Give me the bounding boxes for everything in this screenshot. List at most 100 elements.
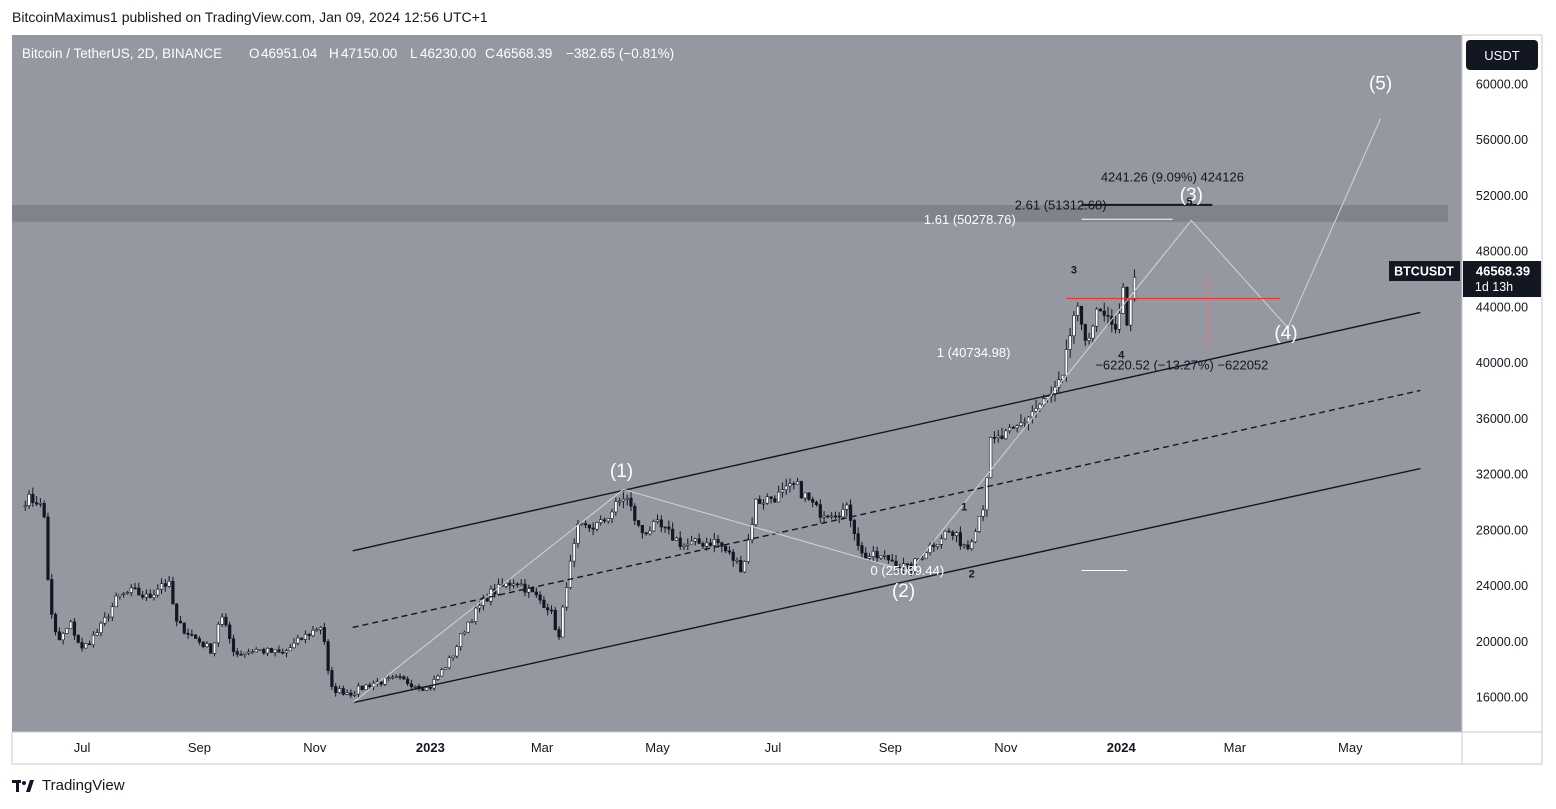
channel-lower-line xyxy=(352,467,1421,704)
candle-body xyxy=(330,670,334,687)
candle-body xyxy=(466,621,470,633)
wave-label: (5) xyxy=(1369,73,1392,94)
currency-label: USDT xyxy=(1484,48,1519,63)
candle-body xyxy=(349,692,353,696)
candle-body xyxy=(595,522,599,530)
candle-body xyxy=(860,545,864,554)
candle-body xyxy=(667,526,671,530)
candle-body xyxy=(546,607,550,611)
candle-body xyxy=(792,483,796,485)
tradingview-logo-glyph xyxy=(12,779,34,792)
fib-level-label: 1 (40734.98) xyxy=(937,345,1011,360)
candle-body xyxy=(818,504,822,518)
candle-body xyxy=(894,560,898,568)
candle-body xyxy=(746,539,750,562)
time-tick-labels: Jul Sep Nov 2023 Mar May Jul Sep Nov 2024 Mar May xyxy=(74,740,1363,755)
candle-body xyxy=(724,546,728,552)
candle-body xyxy=(76,634,80,643)
time-tick-label: Jul xyxy=(765,740,782,755)
candle-body xyxy=(811,499,815,503)
candle-body xyxy=(360,685,364,690)
candle-body xyxy=(53,614,58,633)
symbol-tag-label: BTCUSDT xyxy=(1394,265,1454,279)
candle-body xyxy=(591,527,595,530)
candle-body xyxy=(84,643,88,649)
candle-body xyxy=(277,649,281,653)
candle-body xyxy=(735,559,739,562)
candle-body xyxy=(890,559,894,562)
candle-body xyxy=(773,498,777,503)
candle-body xyxy=(701,543,705,547)
candle-body xyxy=(114,595,118,607)
time-tick-label: May xyxy=(645,740,670,755)
candle-body xyxy=(568,560,573,588)
candle-body xyxy=(618,500,622,503)
candle-body xyxy=(727,550,732,553)
candle-body xyxy=(144,593,148,598)
candle-body xyxy=(936,544,940,547)
candle-body xyxy=(284,650,289,654)
published-caption: BitcoinMaximus1 published on TradingView… xyxy=(12,9,488,25)
plot-area[interactable] xyxy=(12,35,1462,732)
candle-body xyxy=(606,518,610,522)
tradingview-logo-icon[interactable] xyxy=(12,779,36,793)
candle-body xyxy=(977,515,981,532)
price-tick-label: 32000.00 xyxy=(1476,468,1528,482)
drawings-layer: 2.61 (51312.68)1.61 (50278.76) 1 (40734.9… xyxy=(352,73,1421,704)
candle-body xyxy=(485,597,489,602)
candle-body xyxy=(356,685,361,695)
candle-body xyxy=(110,606,114,618)
price-tick-label: 40000.00 xyxy=(1476,356,1528,370)
wave-label: (2) xyxy=(892,581,915,602)
candle-body xyxy=(1087,337,1091,341)
candle-body xyxy=(788,483,792,487)
candle-body xyxy=(1072,315,1076,337)
candle-body xyxy=(265,647,270,654)
price-scale[interactable] xyxy=(1461,34,1543,733)
candle-body xyxy=(307,633,311,636)
candle-body xyxy=(254,649,258,653)
candle-body xyxy=(125,592,130,594)
candle-body xyxy=(1026,416,1031,423)
candle-body xyxy=(216,624,220,644)
candle-body xyxy=(989,437,993,478)
candle-body xyxy=(629,497,633,507)
candle-body xyxy=(1117,313,1121,330)
candle-body xyxy=(576,523,580,544)
resistance-zone xyxy=(12,205,1448,222)
candle-body xyxy=(1007,427,1012,432)
currency-button[interactable]: USDT xyxy=(1466,40,1538,70)
candle-body xyxy=(655,519,660,522)
candle-body xyxy=(186,632,190,635)
candle-body xyxy=(212,642,217,654)
candle-body xyxy=(1011,427,1015,429)
candle-body xyxy=(553,609,557,630)
candle-body xyxy=(587,524,591,529)
candle-body xyxy=(303,633,308,640)
candle-body xyxy=(205,643,209,648)
candle-body xyxy=(1076,305,1080,316)
candle-body xyxy=(133,587,137,590)
candle-body xyxy=(129,587,133,593)
candle-body xyxy=(523,583,527,593)
candle-body xyxy=(924,552,928,559)
candle-body xyxy=(852,520,856,535)
candle-body xyxy=(515,583,520,586)
candle-body xyxy=(1004,430,1008,440)
candle-body xyxy=(250,651,255,654)
candle-body xyxy=(932,544,936,547)
candle-body xyxy=(273,649,277,653)
candle-body xyxy=(686,543,690,546)
candle-body xyxy=(91,634,95,646)
candle-body xyxy=(807,492,811,500)
candle-body xyxy=(864,552,868,559)
candle-body xyxy=(795,481,800,485)
subwave-label: 1 xyxy=(961,501,967,513)
candle-body xyxy=(848,504,853,521)
footer-brand[interactable]: TradingView xyxy=(42,777,125,794)
candle-body xyxy=(159,583,164,590)
subwave-label: 5 xyxy=(1186,196,1192,208)
candle-body xyxy=(557,629,561,638)
candle-body xyxy=(262,649,266,654)
